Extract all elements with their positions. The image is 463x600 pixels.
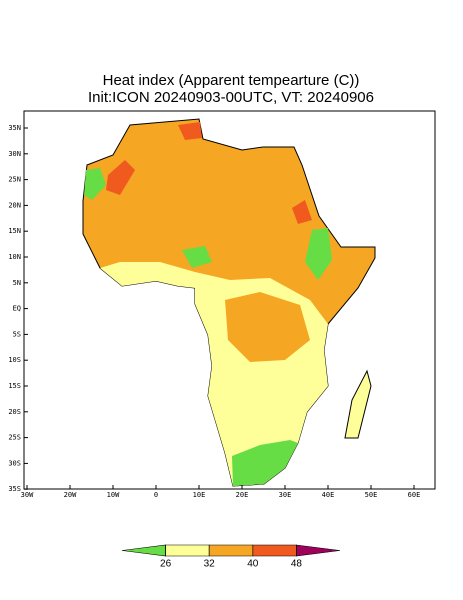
lat-label: 10N [8, 253, 21, 261]
lon-label: 30E [279, 491, 292, 499]
colorbar-label: 26 [160, 559, 172, 570]
lat-label: 35S [8, 485, 21, 493]
cool-west [84, 168, 106, 200]
lat-label: 5N [13, 279, 21, 287]
lat-label: 5S [13, 330, 21, 338]
colorbar-segment [296, 544, 341, 557]
lat-label: 10S [8, 356, 21, 364]
lon-label: 10E [193, 491, 206, 499]
lon-label: 40E [322, 491, 335, 499]
lon-label: 20W [64, 491, 77, 499]
hot-north [178, 122, 202, 140]
warm-central [225, 292, 310, 362]
lat-label: 25S [8, 434, 21, 442]
lat-label: 35N [8, 124, 21, 132]
colorbar-label: 40 [247, 559, 259, 570]
axis-labels: 35N 30N 25N 20N 15N 10N 5N EQ 5S 10S 15S 20S 25S 30S 3… [8, 124, 420, 499]
lat-label: 25N [8, 176, 21, 184]
cool-south [232, 440, 298, 486]
cool-sahel [182, 246, 212, 268]
hot-northwest [106, 160, 135, 195]
map-area [23, 110, 436, 490]
madagascar [344, 369, 372, 439]
lat-label: 30N [8, 150, 21, 158]
lon-label: 30W [21, 491, 34, 499]
title: Heat index (Apparent tempearture (C)) [103, 72, 360, 89]
lon-label: 50E [365, 491, 378, 499]
lon-label: 10W [107, 491, 120, 499]
lon-label: 20E [236, 491, 249, 499]
subtitle: Init:ICON 20240903-00UTC, VT: 20240906 [88, 89, 374, 106]
cool-east [305, 228, 332, 280]
colorbar-label: 48 [291, 559, 303, 570]
lon-label: 60E [408, 491, 421, 499]
lat-label: 15S [8, 382, 21, 390]
hot-east [292, 200, 312, 224]
colorbar-segment [165, 544, 210, 557]
colorbar: 26 32 40 48 [121, 544, 341, 570]
lat-label: EQ [13, 305, 21, 313]
colorbar-segment [121, 544, 166, 557]
lat-label: 30S [8, 459, 21, 467]
colorbar-label: 32 [204, 559, 216, 570]
lat-label: 20N [8, 201, 21, 209]
colorbar-segment [252, 544, 297, 557]
colorbar-segment [208, 544, 254, 557]
lon-label: 0 [154, 491, 158, 499]
lat-label: 15N [8, 227, 21, 235]
lat-label: 20S [8, 408, 21, 416]
